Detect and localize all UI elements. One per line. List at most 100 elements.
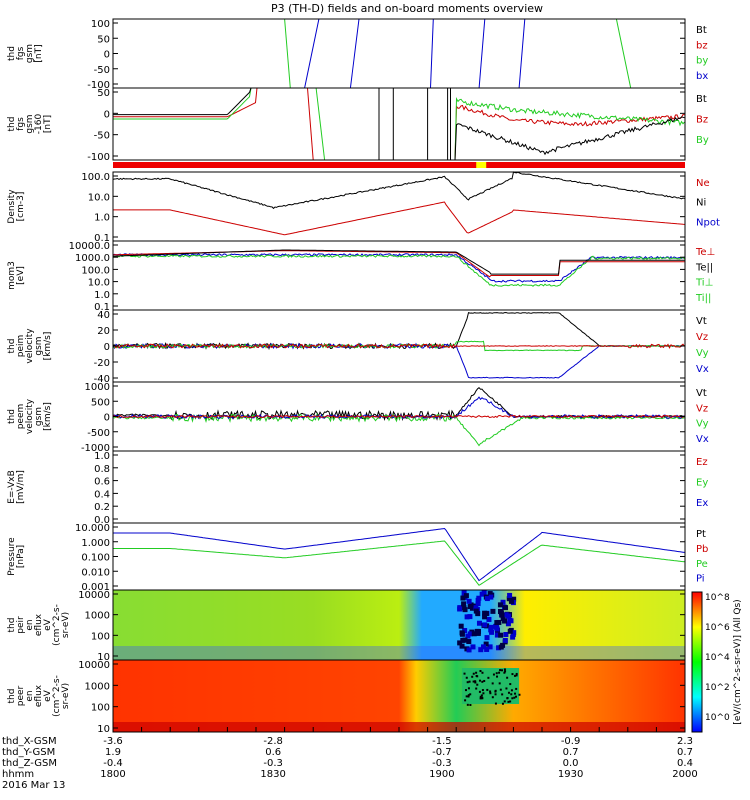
electron-spectrogram-cell (492, 673, 495, 676)
electron-spectrogram-cell (515, 687, 518, 690)
electron-spectrogram-cell (510, 689, 513, 692)
y-label-line: velocity (25, 398, 35, 434)
legend-entry: Ti⊥ (695, 278, 713, 289)
bz-trace (113, 104, 685, 161)
electron-spectrogram-cell (480, 694, 483, 697)
y-tick-label: 0.2 (94, 502, 110, 513)
colorbar-gradient (691, 591, 703, 733)
x-row-label: thd_Z-GSM (2, 758, 57, 769)
y-label-line: sr-eV) (61, 612, 71, 638)
status-bar-red (113, 162, 685, 168)
x-tick-label: -3.6 (103, 736, 123, 747)
electron-spectrogram-cell (465, 676, 468, 679)
ion-spectrogram-cell (506, 613, 512, 619)
electron-spectrogram-cell (491, 696, 494, 699)
legend-entry: by (696, 56, 708, 67)
electron-spectrogram-cell (466, 703, 469, 706)
electron-spectrogram-cell (475, 671, 478, 674)
x-tick-label: 0.0 (563, 758, 579, 769)
y-tick-label: 0.4 (94, 489, 110, 500)
ion-spectrogram-cell (461, 590, 467, 596)
electron-spectrogram-cell (515, 695, 518, 698)
bx-trace (349, 18, 360, 89)
y-label-line: thd (7, 689, 17, 704)
bz-trace (307, 87, 314, 161)
y-label-line: thd (7, 409, 17, 424)
y-tick-label: 40 (97, 310, 110, 321)
vt-trace (112, 311, 685, 351)
y-label-line: gsm (25, 44, 35, 63)
bt-trace (113, 87, 685, 116)
panel-frame (112, 18, 686, 89)
ion-spectrogram-cell (488, 624, 494, 630)
y-tick-label: 0.010 (81, 567, 110, 578)
y-label-line: thd (7, 339, 17, 354)
electron-spectrogram-cell (479, 695, 482, 698)
y-tick-label: 0 (104, 413, 110, 424)
y-tick-label: -50 (94, 131, 110, 142)
x-tick-label: 0.7 (677, 747, 693, 758)
electron-spectrogram-cell (515, 672, 518, 675)
y-label-line: -160 (34, 114, 44, 135)
y-label-line: gsm (25, 114, 35, 133)
ion-spectrogram-cell (474, 628, 480, 634)
legend-entry: Pb (696, 544, 708, 555)
bz-trace (113, 87, 685, 118)
electron-spectrogram-cell (489, 692, 492, 695)
colorbar-tick: 10^0 (705, 713, 730, 723)
y-label-line: (cm^2-s- (52, 675, 62, 717)
ion-spectrogram-cell (496, 645, 502, 651)
ion-spectrogram-cell (499, 612, 505, 618)
legend-entry: Vx (696, 364, 709, 375)
electron-spectrogram-cell (513, 674, 516, 677)
ion-spectrogram (113, 590, 685, 660)
ion-spectrogram-cell (483, 611, 489, 617)
electron-spectrogram-cell (505, 687, 508, 690)
y-tick-label: -500 (87, 428, 110, 439)
ion-spectrogram-cell (486, 616, 492, 622)
x-tick-label: -0.3 (263, 758, 283, 769)
ion-spectrogram-cell (497, 602, 503, 608)
y-label-line: [km/s] (43, 332, 53, 361)
electron-spectrogram-cell (504, 670, 507, 673)
ion-spectrogram-cell (476, 620, 482, 626)
ion-spectrogram-cell (467, 614, 473, 620)
legend-entry: Npot (696, 217, 720, 228)
y-tick-label: 10.000 (75, 523, 110, 534)
ion-spectrogram-cell (471, 631, 477, 637)
ion-spectrogram-cell (508, 598, 514, 604)
y-tick-label: 10 (97, 652, 110, 663)
ion-spectrogram-cell (494, 626, 500, 632)
electron-spectrogram-cell (511, 697, 514, 700)
panel-frame (112, 450, 686, 524)
y-tick-label: 1000 (85, 681, 110, 692)
ion-spectrogram-cell (461, 605, 467, 611)
panel-frame (112, 87, 686, 161)
ion-spectrogram-cell (466, 639, 472, 645)
ion-spectrogram-cell (466, 647, 472, 653)
ion-spectrogram-cell (505, 621, 511, 627)
legend-entry: Ni (696, 198, 706, 209)
ion-spectrogram-cell (459, 643, 465, 649)
colorbar-tick: 10^8 (705, 593, 730, 603)
ion-spectrogram-cell (457, 606, 463, 612)
pe-trace (113, 540, 685, 586)
panel-9: 10000 1000 100 10 thd peer en eflux eV (cm^2-s-sr… (7, 659, 686, 735)
y-tick-label: 10.0 (88, 278, 110, 289)
vz-trace (112, 343, 685, 349)
electron-spectrogram-cell (498, 671, 501, 674)
electron-spectrogram-cell (501, 702, 504, 705)
y-label-line: peir (16, 616, 26, 634)
electron-spectrogram-cell (513, 696, 516, 699)
electron-spectrogram-cell (476, 675, 479, 678)
legend-entry: Vx (696, 434, 709, 445)
y-label-line: thd (7, 618, 17, 633)
y-tick-label: 0 (104, 50, 110, 61)
ion-spectrogram-cell (461, 601, 467, 607)
ion-spectrogram-cell (502, 618, 508, 624)
legend-entry: Vz (696, 403, 708, 414)
y-tick-label: 0 (104, 109, 110, 120)
